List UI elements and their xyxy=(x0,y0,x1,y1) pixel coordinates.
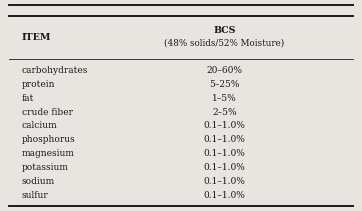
Text: 5–25%: 5–25% xyxy=(209,80,240,89)
Text: potassium: potassium xyxy=(22,163,69,172)
Text: 2–5%: 2–5% xyxy=(212,108,237,116)
Text: calcium: calcium xyxy=(22,122,58,130)
Text: 20–60%: 20–60% xyxy=(206,66,243,75)
Text: sodium: sodium xyxy=(22,177,55,186)
Text: carbohydrates: carbohydrates xyxy=(22,66,88,75)
Text: 0.1–1.0%: 0.1–1.0% xyxy=(203,135,245,144)
Text: fat: fat xyxy=(22,94,34,103)
Text: magnesium: magnesium xyxy=(22,149,75,158)
Text: phosphorus: phosphorus xyxy=(22,135,75,144)
Text: crude fiber: crude fiber xyxy=(22,108,73,116)
Text: sulfur: sulfur xyxy=(22,191,49,200)
Text: 0.1–1.0%: 0.1–1.0% xyxy=(203,191,245,200)
Text: 0.1–1.0%: 0.1–1.0% xyxy=(203,149,245,158)
Text: 0.1–1.0%: 0.1–1.0% xyxy=(203,163,245,172)
Text: ITEM: ITEM xyxy=(22,34,51,42)
Text: protein: protein xyxy=(22,80,55,89)
Text: (48% solids/52% Moisture): (48% solids/52% Moisture) xyxy=(164,39,285,48)
Text: BCS: BCS xyxy=(213,26,236,35)
Text: 0.1–1.0%: 0.1–1.0% xyxy=(203,177,245,186)
Text: 1–5%: 1–5% xyxy=(212,94,237,103)
Text: 0.1–1.0%: 0.1–1.0% xyxy=(203,122,245,130)
